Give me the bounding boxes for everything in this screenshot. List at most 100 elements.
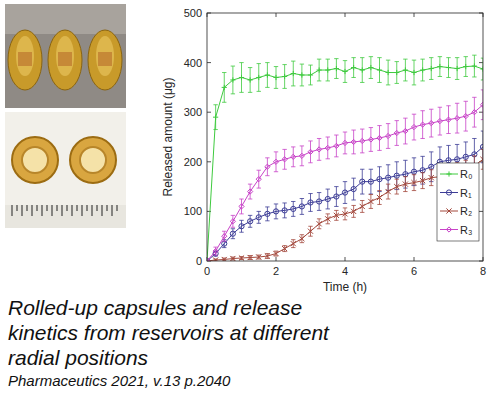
marker [213,257,218,261]
marker [239,255,244,260]
marker [420,178,425,183]
marker [230,231,235,236]
caption-source: Pharmaceutics 2021, v.13 p.2040 [8,372,231,389]
marker [317,67,322,72]
y-tick [479,62,483,63]
marker [403,128,408,133]
marker [403,172,408,177]
marker [256,254,261,259]
marker [222,257,227,261]
marker [437,119,442,124]
marker [437,64,442,69]
y-tick [207,161,211,162]
marker [256,75,261,80]
marker [282,208,287,213]
error-bar [282,65,286,89]
marker [411,70,416,75]
legend-label: R₃ [460,224,472,236]
marker [213,248,218,253]
marker [386,133,391,138]
error-bar [351,58,355,78]
series [207,55,483,261]
ruler-tick [57,205,58,211]
error-bar [282,246,286,252]
marker [273,159,278,164]
error-bar [239,63,243,93]
x-tick-label: 6 [411,265,417,277]
marker [463,114,468,119]
y-tick-label: 200 [184,156,202,168]
marker [273,209,278,214]
ruler-tick [12,205,13,216]
error-bar [300,235,304,243]
marker [368,137,373,142]
marker [463,64,468,69]
series-line [207,66,483,261]
ruler-tick [97,205,98,211]
marker [265,211,270,216]
y-tick-label: 500 [184,7,202,19]
ring [70,137,116,183]
ruler-tick [107,205,108,211]
series-line [207,147,483,261]
marker [325,196,330,201]
marker [248,189,253,194]
marker [230,256,235,261]
capsule [48,30,82,90]
marker [239,224,244,229]
photo-background [5,4,126,108]
marker [394,173,399,178]
error-bar [343,61,347,83]
ring [12,137,58,183]
marker [377,195,382,200]
y-tick-label: 100 [184,205,202,217]
marker [282,157,287,162]
marker [239,204,244,209]
ruler-tick [117,205,118,211]
ruler-tick [17,205,18,211]
marker [360,138,365,143]
marker [429,164,434,169]
error-bar [360,58,364,83]
marker [230,219,235,224]
marker [368,199,373,204]
error-bar [326,59,330,81]
marker [377,67,382,72]
series [207,149,483,261]
marker [222,241,227,246]
y-tick-label: 400 [184,57,202,69]
capsule [88,30,122,90]
capsule [8,30,42,90]
marker [386,70,391,75]
error-bar [377,58,381,83]
x-tick [414,257,415,261]
legend-marker [446,227,451,232]
series [207,131,483,261]
capsule-core [58,52,72,66]
error-bar [326,214,330,224]
marker [394,130,399,135]
x-tick-label: 4 [342,265,348,277]
marker [411,169,416,174]
error-bar [222,73,226,103]
marker [446,158,451,163]
x-tick-label: 2 [273,265,279,277]
y-tick [479,211,483,212]
marker [239,75,244,80]
marker [368,179,373,184]
error-bar [386,184,390,199]
photo-background [5,112,126,228]
marker [334,194,339,199]
marker [351,65,356,70]
marker [342,190,347,195]
photo-rings [5,112,126,228]
error-bar [265,63,269,88]
plot-marks [207,55,483,261]
marker [429,66,434,71]
error-bar [213,105,217,130]
marker [317,147,322,152]
error-bar [455,58,459,80]
x-tick [345,13,346,17]
marker [446,117,451,122]
marker [308,72,313,77]
